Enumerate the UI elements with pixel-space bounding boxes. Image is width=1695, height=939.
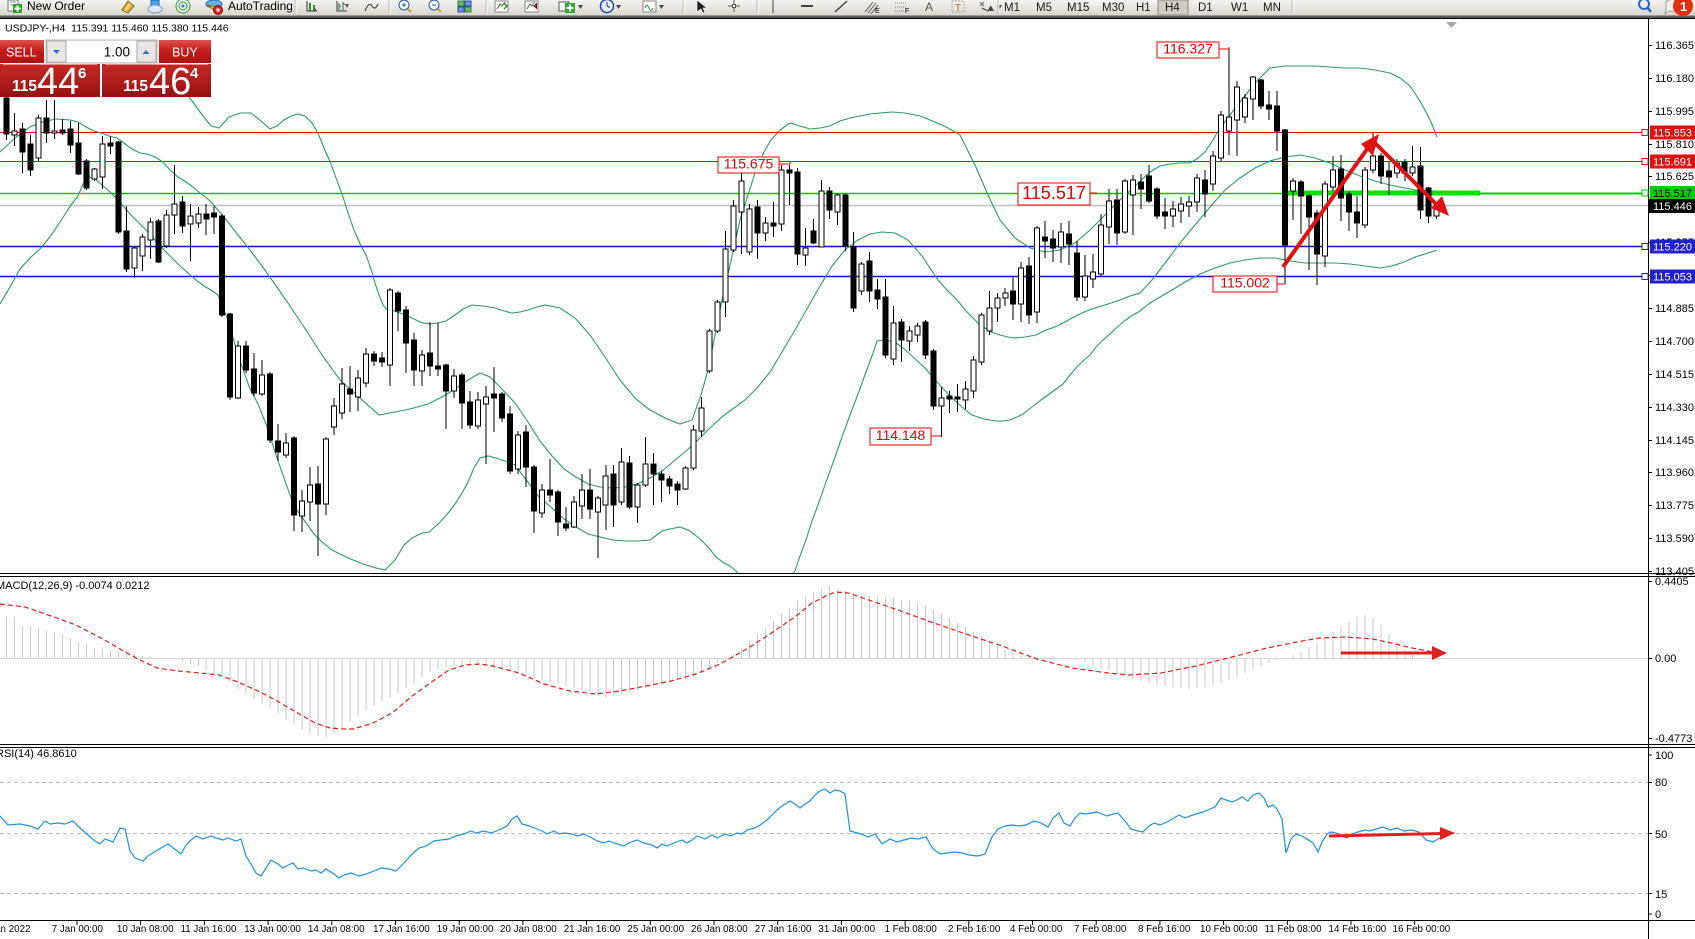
- svg-text:115.810: 115.810: [1655, 139, 1694, 151]
- svg-text:100: 100: [1655, 750, 1673, 762]
- svg-text:-0.4773: -0.4773: [1655, 733, 1692, 745]
- svg-text:SELL: SELL: [6, 46, 37, 60]
- svg-text:113.590: 113.590: [1655, 533, 1694, 545]
- svg-text:46: 46: [149, 61, 191, 103]
- svg-text:W1: W1: [1231, 2, 1248, 14]
- svg-text:11 Jan 16:00: 11 Jan 16:00: [181, 924, 237, 935]
- svg-text:New Order: New Order: [27, 0, 85, 13]
- svg-text:AutoTrading: AutoTrading: [228, 0, 293, 13]
- svg-text:115.446: 115.446: [1653, 201, 1692, 213]
- svg-text:115.002: 115.002: [1220, 275, 1270, 291]
- svg-text:115: 115: [123, 78, 148, 95]
- svg-text:115.517: 115.517: [1022, 183, 1086, 203]
- svg-text:44: 44: [37, 61, 79, 103]
- svg-text:USDJPY-,H4 115.391 115.460 11: USDJPY-,H4 115.391 115.460 115.380 115.4…: [5, 23, 229, 35]
- svg-text:2 Feb 16:00: 2 Feb 16:00: [948, 924, 1001, 935]
- svg-text:115.220: 115.220: [1653, 242, 1692, 254]
- svg-text:17 Jan 16:00: 17 Jan 16:00: [373, 924, 430, 935]
- svg-text:31 Jan 00:00: 31 Jan 00:00: [818, 924, 875, 935]
- svg-text:T: T: [955, 3, 961, 14]
- svg-text:115.517: 115.517: [1653, 188, 1692, 200]
- svg-text:1: 1: [1680, 0, 1687, 14]
- svg-text:13 Jan 00:00: 13 Jan 00:00: [244, 924, 301, 935]
- svg-text:113.960: 113.960: [1655, 467, 1694, 479]
- svg-text:115.995: 115.995: [1655, 106, 1694, 118]
- svg-text:114.515: 114.515: [1655, 369, 1694, 381]
- svg-text:0.4405: 0.4405: [1655, 576, 1689, 588]
- svg-text:H1: H1: [1136, 2, 1151, 14]
- svg-text:116.365: 116.365: [1655, 40, 1694, 52]
- svg-text:4: 4: [190, 65, 199, 82]
- svg-text:114.700: 114.700: [1655, 336, 1694, 348]
- svg-text:113.405: 113.405: [1655, 566, 1694, 578]
- svg-text:114.885: 114.885: [1655, 303, 1694, 315]
- svg-text:7 Feb 08:00: 7 Feb 08:00: [1074, 924, 1127, 935]
- svg-text:1 Feb 08:00: 1 Feb 08:00: [885, 924, 938, 935]
- svg-text:7 Jan 00:00: 7 Jan 00:00: [52, 924, 104, 935]
- svg-text:14 Jan 08:00: 14 Jan 08:00: [308, 924, 365, 935]
- svg-text:116.180: 116.180: [1655, 73, 1694, 85]
- svg-text:114.145: 114.145: [1655, 435, 1694, 447]
- svg-text:50: 50: [1655, 829, 1667, 841]
- svg-text:115.675: 115.675: [724, 156, 774, 172]
- svg-text:6: 6: [78, 65, 86, 82]
- svg-text:19 Jan 00:00: 19 Jan 00:00: [437, 924, 494, 935]
- svg-text:80: 80: [1655, 777, 1667, 789]
- svg-text:115.853: 115.853: [1653, 128, 1692, 140]
- svg-text:F: F: [905, 8, 909, 15]
- svg-text:27 Jan 16:00: 27 Jan 16:00: [755, 924, 812, 935]
- svg-text:H4: H4: [1165, 2, 1180, 14]
- svg-text:115.053: 115.053: [1653, 272, 1692, 284]
- svg-text:M15: M15: [1067, 2, 1089, 14]
- svg-text:115: 115: [12, 78, 37, 95]
- svg-text:10 Jan 08:00: 10 Jan 08:00: [117, 924, 174, 935]
- svg-text:0.00: 0.00: [1655, 653, 1676, 665]
- svg-text:14 Feb 16:00: 14 Feb 16:00: [1329, 924, 1387, 935]
- svg-text:5 Jan 2022: 5 Jan 2022: [0, 924, 30, 935]
- svg-text:25 Jan 00:00: 25 Jan 00:00: [627, 924, 684, 935]
- svg-text:4 Feb 00:00: 4 Feb 00:00: [1010, 924, 1063, 935]
- svg-text:MACD(12,26,9) -0.0074 0.0212: MACD(12,26,9) -0.0074 0.0212: [0, 580, 149, 592]
- svg-text:MN: MN: [1263, 2, 1281, 14]
- svg-text:113.775: 113.775: [1655, 500, 1694, 512]
- svg-text:A: A: [925, 0, 933, 14]
- svg-text:BUY: BUY: [172, 46, 198, 60]
- svg-text:114.330: 114.330: [1655, 402, 1694, 414]
- svg-text:M5: M5: [1036, 2, 1052, 14]
- svg-text:116.327: 116.327: [1163, 41, 1213, 57]
- svg-text:16 Feb 00:00: 16 Feb 00:00: [1393, 924, 1451, 935]
- svg-text:15: 15: [1655, 889, 1667, 901]
- svg-text:0: 0: [1655, 909, 1661, 921]
- svg-text:D1: D1: [1198, 2, 1213, 14]
- svg-text:E: E: [875, 8, 880, 15]
- svg-text:11 Feb 08:00: 11 Feb 08:00: [1265, 924, 1323, 935]
- svg-text:M30: M30: [1102, 2, 1124, 14]
- svg-text:26 Jan 08:00: 26 Jan 08:00: [691, 924, 748, 935]
- svg-text:10 Feb 00:00: 10 Feb 00:00: [1200, 924, 1258, 935]
- svg-text:8 Feb 16:00: 8 Feb 16:00: [1138, 924, 1191, 935]
- svg-text:20 Jan 08:00: 20 Jan 08:00: [500, 924, 557, 935]
- svg-text:115.625: 115.625: [1655, 171, 1694, 183]
- svg-text:21 Jan 16:00: 21 Jan 16:00: [564, 924, 621, 935]
- svg-text:RSI(14) 46.8610: RSI(14) 46.8610: [0, 748, 77, 760]
- svg-text:1.00: 1.00: [104, 45, 130, 60]
- svg-text:M1: M1: [1004, 2, 1020, 14]
- svg-text:114.148: 114.148: [876, 427, 926, 443]
- svg-text:115.691: 115.691: [1653, 157, 1692, 169]
